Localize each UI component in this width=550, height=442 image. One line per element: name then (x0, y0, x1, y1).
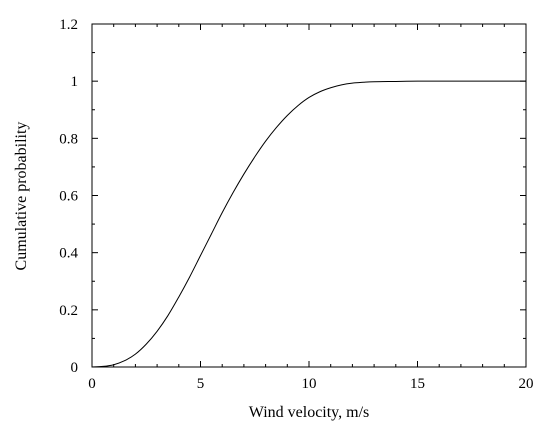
y-tick-label: 0.2 (59, 303, 78, 319)
x-tick-label: 15 (410, 376, 425, 392)
plot-frame (91, 23, 527, 368)
ticks (91, 23, 527, 368)
y-axis-label: Cumulative probability (13, 122, 30, 271)
y-tick-label: 0.4 (59, 246, 78, 262)
x-tick-label: 20 (519, 376, 534, 392)
y-tick-label: 0.6 (59, 189, 78, 205)
tick-labels: 0 5 10 15 20 0 0.2 0.4 0.6 0.8 1 1.2 (59, 17, 533, 392)
x-tick-label: 5 (197, 376, 205, 392)
y-tick-label: 1 (71, 74, 79, 90)
y-tick-label: 1.2 (59, 17, 78, 33)
cumulative-probability-curve (91, 80, 526, 368)
y-tick-label: 0 (71, 360, 79, 376)
x-tick-label: 10 (302, 376, 317, 392)
y-tick-label: 0.8 (59, 131, 78, 147)
x-tick-label: 0 (88, 376, 96, 392)
x-axis-label: Wind velocity, m/s (249, 404, 370, 421)
